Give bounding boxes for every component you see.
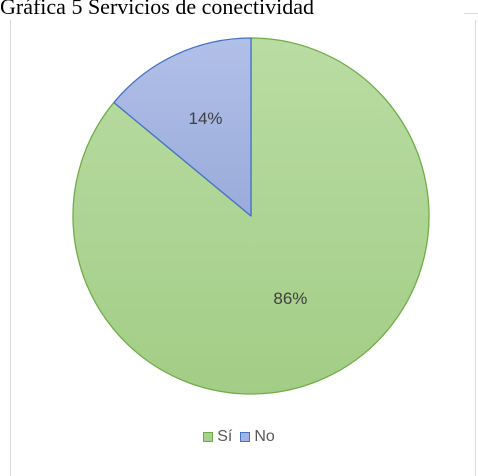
slice-label-si: 86% [273,289,307,308]
pie-slice-si [72,37,430,395]
frame-corner-tick [464,13,478,14]
pie-slice-no [113,37,252,217]
legend-item-si: Sí [203,428,232,446]
slice-label-no: 14% [189,109,223,128]
legend-swatch-si [203,432,214,442]
legend-swatch-no [240,432,251,442]
legend-label-no: No [254,428,275,445]
chart-title: Gráfica 5 Servicios de conectividad [0,0,314,19]
legend-label-si: Sí [217,428,233,445]
legend-item-no: No [240,428,275,446]
chart-frame [10,20,476,476]
chart-legend: Sí No [0,428,478,446]
pie-chart: 86% 14% [72,37,430,395]
